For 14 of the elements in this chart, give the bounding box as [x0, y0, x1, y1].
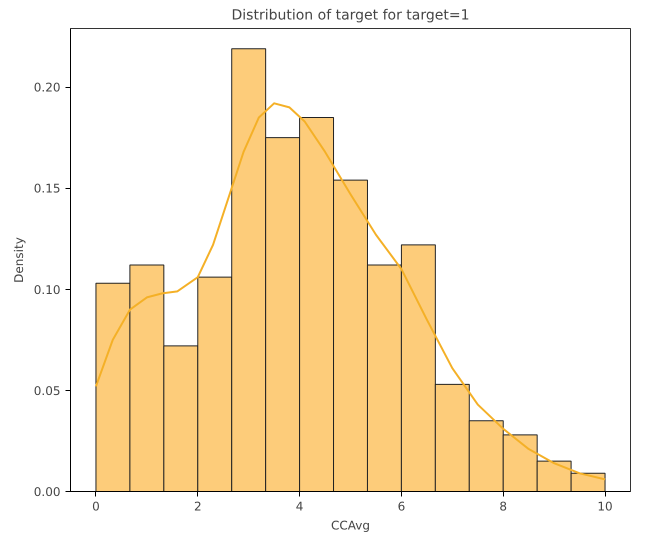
- y-tick-label: 0.20: [34, 80, 60, 95]
- y-tick-label: 0.05: [34, 384, 60, 398]
- y-tick-label: 0.00: [34, 485, 60, 499]
- x-axis-title: CCAvg: [331, 518, 370, 532]
- x-tick-label: 4: [296, 500, 304, 514]
- chart-title: Distribution of target for target=1: [232, 8, 470, 24]
- y-tick-label: 0.10: [34, 282, 60, 297]
- x-tick-label: 6: [398, 500, 406, 514]
- x-tick-label: 10: [597, 500, 613, 514]
- y-tick-label: 0.15: [34, 182, 60, 196]
- x-tick-label: 0: [92, 500, 100, 514]
- x-tick-label: 2: [194, 500, 202, 514]
- y-axis-title: Density: [12, 237, 26, 283]
- x-tick-label: 8: [499, 500, 508, 514]
